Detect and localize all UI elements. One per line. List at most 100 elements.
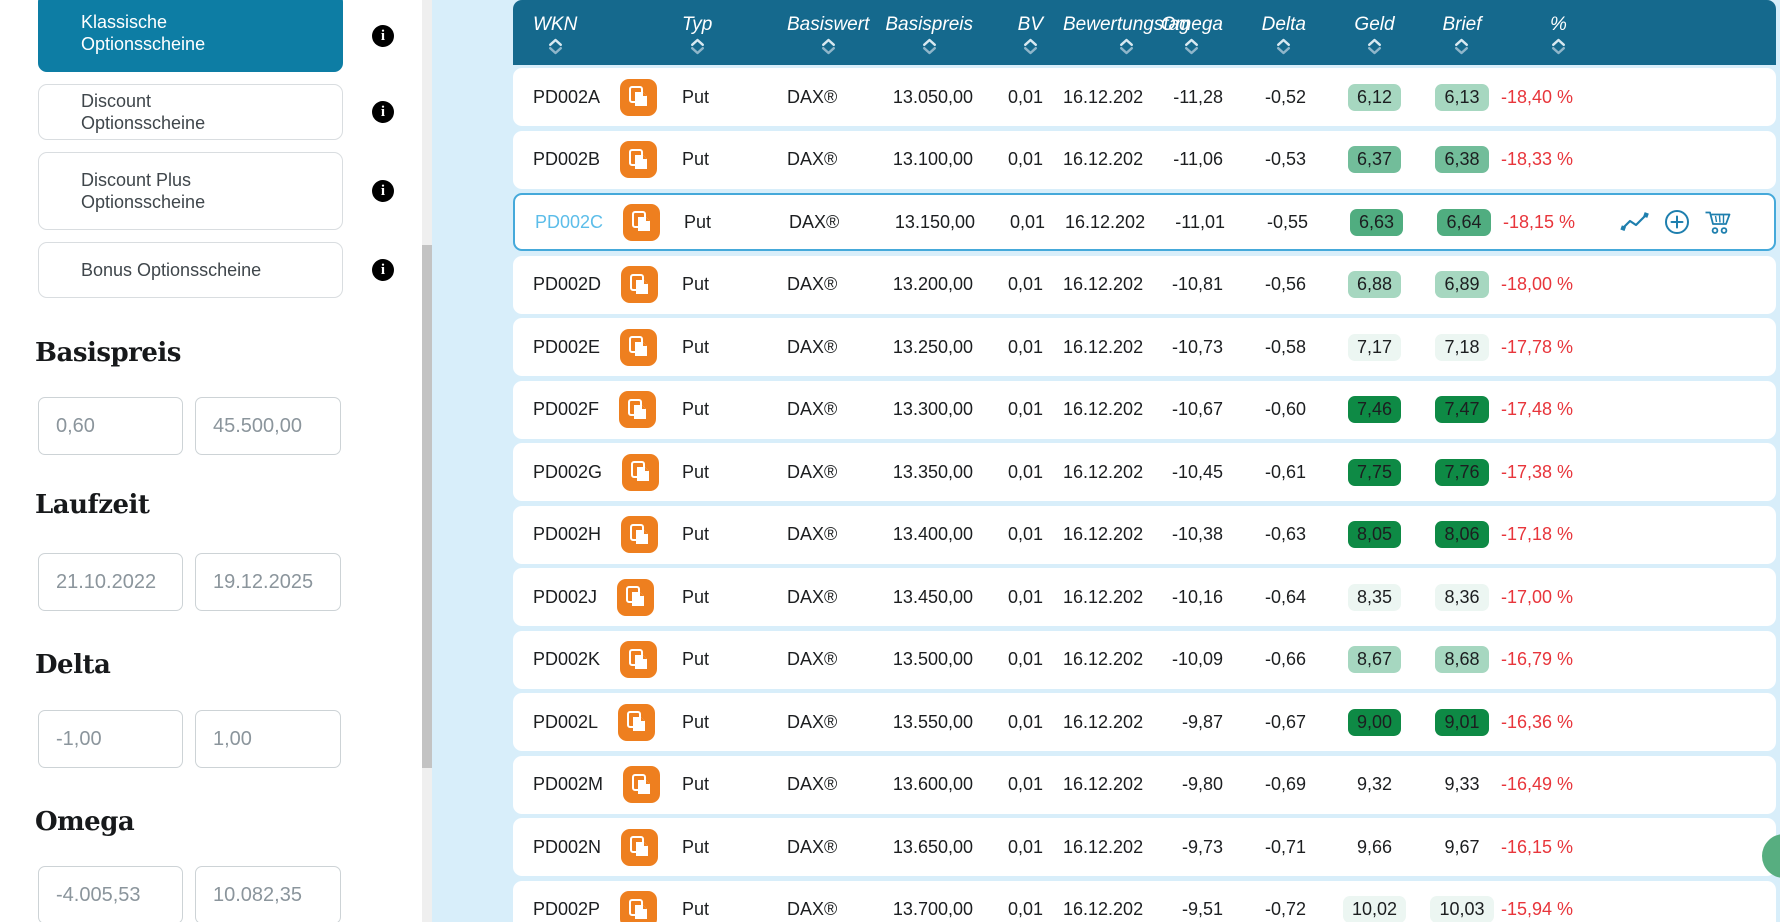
- column-header-bewertungstag[interactable]: Bewertungstag: [1045, 0, 1190, 65]
- basispreis-max-input[interactable]: [195, 397, 341, 455]
- table-row[interactable]: PD002P Put DAX® 13.700,00 0,01 16.12.202…: [513, 880, 1776, 922]
- info-icon[interactable]: i: [372, 101, 394, 123]
- sort-updown-chevrons-icon[interactable]: [1119, 38, 1134, 55]
- table-row[interactable]: PD002C Put DAX® 13.150,00 0,01 16.12.202…: [513, 193, 1776, 251]
- sort-updown-chevrons-icon[interactable]: [1276, 38, 1291, 55]
- row-filler: [1746, 318, 1776, 376]
- column-header-wkn[interactable]: WKN: [513, 0, 668, 65]
- laufzeit-max-input[interactable]: [195, 553, 341, 611]
- bewertungstag-cell: 16.12.202: [1063, 649, 1144, 669]
- table-row[interactable]: PD002H Put DAX® 13.400,00 0,01 16.12.202…: [513, 505, 1776, 564]
- percent-value: -17,48 %: [1501, 399, 1574, 419]
- plus-circle-icon[interactable]: [1664, 209, 1690, 235]
- sort-updown-chevrons-icon[interactable]: [1454, 38, 1469, 55]
- column-header-delta[interactable]: Delta: [1225, 0, 1308, 65]
- column-header-basispreis[interactable]: Basispreis: [885, 0, 978, 65]
- brief-cell: 9,33: [1423, 756, 1501, 814]
- copy-icon[interactable]: [620, 641, 658, 678]
- sort-updown-chevrons-icon[interactable]: [922, 38, 937, 55]
- table-row[interactable]: PD002E Put DAX® 13.250,00 0,01 16.12.202…: [513, 318, 1776, 376]
- copy-icon[interactable]: [620, 141, 658, 178]
- table-row[interactable]: PD002N Put DAX® 13.650,00 0,01 16.12.202…: [513, 818, 1776, 876]
- table-row[interactable]: PD002L Put DAX® 13.550,00 0,01 16.12.202…: [513, 693, 1776, 751]
- column-header-brief[interactable]: Brief: [1423, 0, 1501, 65]
- table-row[interactable]: PD002M Put DAX® 13.600,00 0,01 16.12.202…: [513, 755, 1776, 814]
- wkn-link[interactable]: PD002M: [533, 774, 604, 794]
- geld-value: 8,05: [1347, 521, 1402, 548]
- info-icon[interactable]: i: [372, 259, 394, 281]
- copy-icon[interactable]: [617, 578, 655, 616]
- delta-max-input[interactable]: [195, 710, 341, 768]
- laufzeit-min-input[interactable]: [38, 553, 183, 611]
- wkn-link[interactable]: PD002B: [533, 149, 601, 169]
- brief-value: 10,03: [1430, 896, 1494, 922]
- line-chart-icon[interactable]: [1620, 210, 1650, 234]
- table-row[interactable]: PD002A Put DAX® 13.050,00 0,01 16.12.202…: [513, 68, 1776, 126]
- copy-icon[interactable]: [620, 891, 658, 922]
- table-row[interactable]: PD002J Put DAX® 13.450,00 0,01 16.12.202…: [513, 568, 1776, 626]
- sort-updown-chevrons-icon[interactable]: [548, 38, 563, 55]
- copy-icon[interactable]: [622, 453, 660, 491]
- sort-updown-chevrons-icon[interactable]: [1551, 38, 1566, 55]
- table-row[interactable]: PD002K Put DAX® 13.500,00 0,01 16.12.202…: [513, 630, 1776, 689]
- copy-icon[interactable]: [618, 703, 656, 741]
- omega-max-input[interactable]: [195, 866, 341, 922]
- wkn-link[interactable]: PD002P: [533, 899, 601, 919]
- info-icon[interactable]: i: [372, 25, 394, 47]
- copy-icon[interactable]: [620, 78, 658, 116]
- column-header-label: Basiswert: [787, 14, 870, 35]
- wkn-link[interactable]: PD002K: [533, 649, 601, 669]
- info-icon[interactable]: i: [372, 180, 394, 202]
- basispreis-cell: 13.250,00: [892, 336, 973, 357]
- wkn-link[interactable]: PD002L: [533, 711, 599, 732]
- sidebar-button-discount-plus-optionsscheine[interactable]: Discount Plus Optionsscheine: [38, 152, 343, 230]
- table-row[interactable]: PD002B Put DAX® 13.100,00 0,01 16.12.202…: [513, 130, 1776, 189]
- delta-cell: -0,69: [1264, 774, 1306, 794]
- row-filler: [1746, 693, 1776, 751]
- column-header-geld[interactable]: Geld: [1308, 0, 1423, 65]
- copy-icon[interactable]: [623, 766, 661, 803]
- sort-updown-chevrons-icon[interactable]: [1023, 38, 1038, 55]
- table-row[interactable]: PD002G Put DAX® 13.350,00 0,01 16.12.202…: [513, 443, 1776, 501]
- basispreis-cell: 13.450,00: [892, 586, 973, 607]
- wkn-link[interactable]: PD002F: [533, 399, 600, 419]
- copy-icon[interactable]: [619, 391, 657, 428]
- sort-updown-chevrons-icon[interactable]: [1367, 38, 1382, 55]
- omega-min-input[interactable]: [38, 866, 183, 922]
- copy-icon[interactable]: [621, 266, 659, 303]
- wkn-link[interactable]: PD002G: [533, 461, 603, 482]
- bewertungstag-cell: 16.12.202: [1063, 461, 1144, 482]
- geld-cell: 8,05: [1308, 506, 1423, 564]
- column-header-typ[interactable]: Typ: [668, 0, 778, 65]
- wkn-link[interactable]: PD002C: [535, 211, 604, 232]
- column-header-omega[interactable]: Omega: [1145, 0, 1225, 65]
- sidebar-button-klassische-optionsscheine[interactable]: Klassische Optionsscheine: [38, 0, 343, 72]
- shopping-cart-icon[interactable]: [1704, 209, 1732, 235]
- sort-updown-chevrons-icon[interactable]: [821, 38, 836, 55]
- omega-cell: -10,81: [1171, 274, 1223, 294]
- floating-button-partial[interactable]: [1762, 834, 1780, 878]
- copy-icon[interactable]: [621, 828, 659, 866]
- copy-icon[interactable]: [621, 516, 659, 553]
- table-row[interactable]: PD002F Put DAX® 13.300,00 0,01 16.12.202…: [513, 380, 1776, 439]
- delta-min-input[interactable]: [38, 710, 183, 768]
- sidebar-scrollbar-thumb[interactable]: [422, 245, 432, 768]
- sidebar-button-discount-optionsscheine[interactable]: Discount Optionsscheine: [38, 84, 343, 140]
- column-header-basiswert[interactable]: Basiswert: [778, 0, 893, 65]
- sort-updown-chevrons-icon[interactable]: [690, 38, 705, 55]
- column-header-bv[interactable]: BV: [978, 0, 1045, 65]
- table-row[interactable]: PD002D Put DAX® 13.200,00 0,01 16.12.202…: [513, 255, 1776, 314]
- wkn-link[interactable]: PD002D: [533, 274, 602, 294]
- column-header-%[interactable]: %: [1501, 0, 1616, 65]
- wkn-link[interactable]: PD002E: [533, 336, 601, 357]
- wkn-link[interactable]: PD002H: [533, 524, 602, 544]
- copy-icon[interactable]: [620, 328, 658, 366]
- basispreis-min-input[interactable]: [38, 397, 183, 455]
- copy-icon[interactable]: [623, 203, 661, 241]
- sort-updown-chevrons-icon[interactable]: [1184, 38, 1199, 55]
- wkn-link[interactable]: PD002A: [533, 86, 601, 107]
- sidebar-scrollbar-track[interactable]: [422, 0, 432, 922]
- wkn-link[interactable]: PD002J: [533, 586, 598, 607]
- sidebar-button-bonus-optionsscheine[interactable]: Bonus Optionsscheine: [38, 242, 343, 298]
- wkn-link[interactable]: PD002N: [533, 836, 602, 857]
